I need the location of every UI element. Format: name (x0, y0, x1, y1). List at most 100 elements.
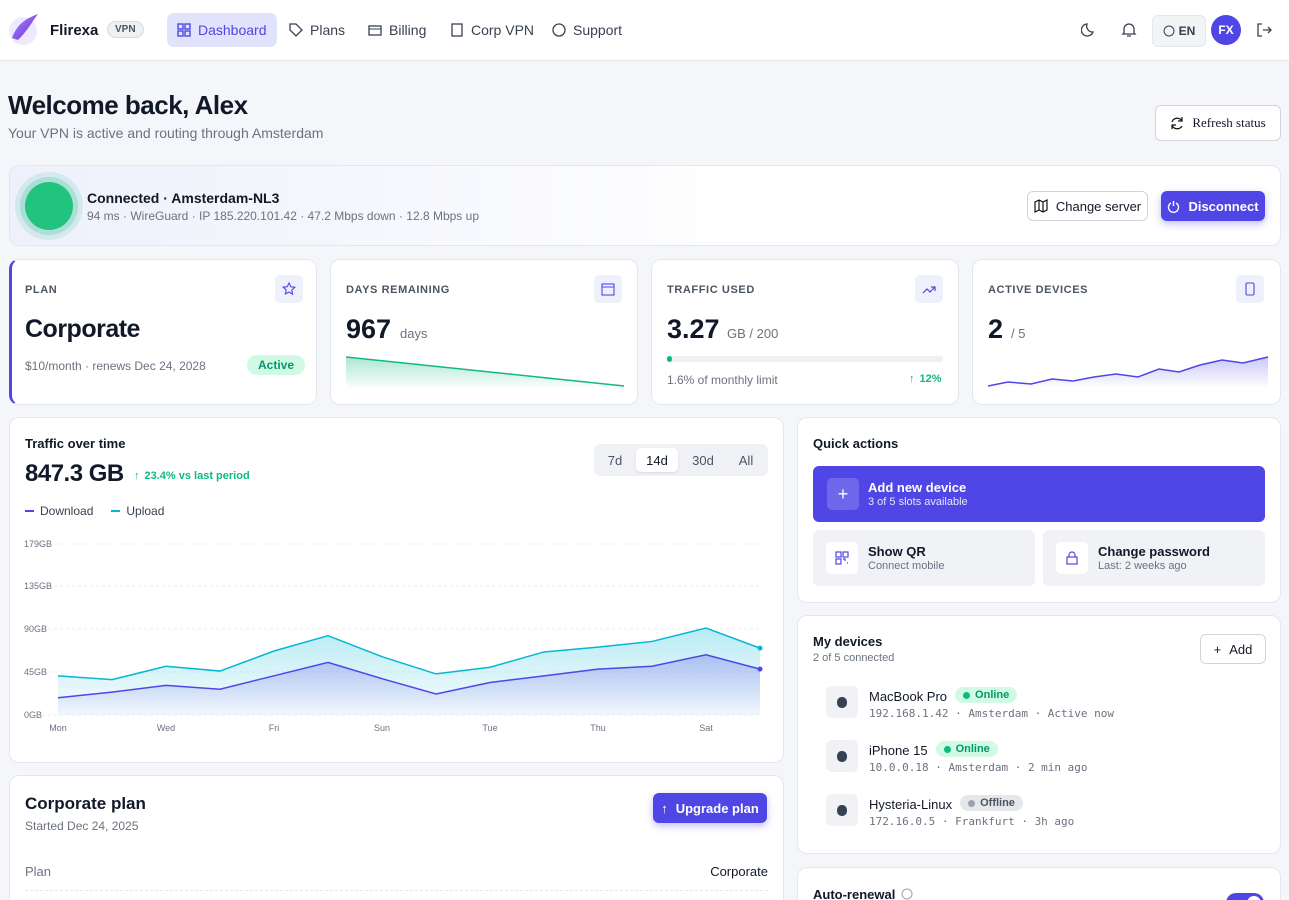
end-point (757, 666, 763, 672)
icon (601, 283, 615, 296)
range-label: 7d (607, 452, 623, 468)
range-option[interactable]: 14d (636, 448, 678, 472)
card-title: Quick actions (813, 436, 899, 451)
nav-label: Support (573, 22, 623, 38)
stat-change: ↑ 12% (909, 373, 942, 385)
x-tick-label: Sun (374, 723, 390, 733)
icon (451, 23, 463, 37)
device-meta: 172.16.0.5 · Frankfurt · 3h ago (869, 815, 1075, 828)
device-icon (826, 686, 858, 718)
icon (826, 542, 858, 574)
y-tick-label: 90GB (24, 624, 47, 634)
sparkline (345, 356, 625, 389)
page-title: Welcome back, Alex (8, 90, 248, 120)
stat-card: TRAFFIC USED 3.27 GB / 200 1.6% of month… (651, 259, 959, 405)
icon (922, 286, 936, 294)
row-label: Plan (25, 864, 52, 879)
language-button[interactable]: EN (1152, 15, 1206, 47)
legend: Download Upload (25, 504, 164, 518)
stat-label: TRAFFIC USED (667, 284, 755, 296)
chart-title: Traffic over time (25, 436, 126, 451)
range-label: 30d (692, 452, 714, 468)
connection-card: Connected · Amsterdam-NL3 94 ms · WireGu… (9, 165, 1281, 246)
stat-note: 1.6% of monthly limit (667, 373, 778, 387)
status-label: Online (975, 689, 1010, 701)
action-title: Show QR (868, 544, 926, 559)
stat-card: PLAN Corporate $10/month · renews Dec 24… (9, 259, 317, 405)
devices-card: My devices 2 of 5 connected + Add MacBook… (797, 615, 1281, 854)
traffic-change: ↑ 23.4% vs last period (134, 470, 250, 482)
toggle[interactable] (1226, 893, 1264, 900)
range-option[interactable]: All (725, 448, 767, 472)
icon (837, 750, 847, 762)
button-label: Refresh status (1192, 115, 1266, 130)
device-name: MacBook Pro (869, 689, 948, 704)
add-device-button[interactable]: + Add (1200, 634, 1266, 664)
icon (282, 282, 296, 296)
change-password-action[interactable]: Change password Last: 2 weeks ago (1043, 530, 1265, 586)
status-pill: Online (935, 741, 998, 757)
range-label: All (738, 452, 754, 468)
x-tick-label: Fri (269, 723, 280, 733)
change-server-button[interactable]: Change server (1027, 191, 1148, 221)
logout[interactable] (1256, 22, 1272, 38)
stat-unit: days (400, 326, 428, 341)
area (58, 654, 760, 715)
y-tick-label: 45GB (24, 667, 47, 677)
status-dot (968, 799, 976, 807)
status-label: Online (955, 743, 990, 755)
range-selector: 7d 14d 30d All (594, 444, 768, 476)
nav-plans[interactable]: Plans (279, 13, 355, 47)
range-option[interactable]: 7d (594, 448, 636, 472)
auto-renewal-card: Auto-renewal (797, 867, 1281, 900)
icon: + (827, 478, 859, 510)
change-value: 12% (919, 373, 942, 385)
nav-dashboard[interactable]: Dashboard (167, 13, 277, 47)
help-icon[interactable] (901, 888, 913, 900)
button-label: Upgrade plan (675, 800, 759, 816)
row-value: Corporate (710, 864, 768, 879)
legend-label: Download (40, 504, 94, 518)
refresh-button[interactable]: Refresh status (1155, 105, 1281, 141)
stat-value: 2 (988, 314, 1004, 344)
icon (835, 551, 849, 565)
nav-label: Plans (310, 22, 346, 38)
nav-billing[interactable]: Billing (358, 13, 436, 47)
theme-toggle[interactable] (1081, 22, 1097, 38)
progress-track (667, 356, 943, 362)
range-option[interactable]: 30d (682, 448, 724, 472)
icon (837, 696, 847, 708)
device-icon (826, 740, 858, 772)
status-pill: Online (955, 687, 1018, 703)
device-name: iPhone 15 (869, 743, 928, 758)
nav-corp-vpn[interactable]: Corp VPN (440, 13, 544, 47)
disconnect-button[interactable]: Disconnect (1161, 191, 1265, 221)
status-orb (15, 172, 83, 240)
page-subtitle: Your VPN is active and routing through A… (8, 125, 324, 141)
stat-value: 3.27 (667, 314, 720, 344)
stat-unit: / 5 (1011, 326, 1026, 341)
avatar[interactable]: FX (1211, 15, 1241, 45)
toggle-knob (1247, 896, 1261, 900)
range-label: 14d (646, 452, 668, 468)
card-sub: 2 of 5 connected (813, 652, 895, 664)
stat-card: ACTIVE DEVICES 2 / 5 (972, 259, 1281, 405)
icon (1066, 551, 1078, 565)
stat-icon (275, 275, 303, 303)
icon (1245, 282, 1255, 296)
stat-label: PLAN (25, 284, 58, 296)
notifications[interactable] (1121, 22, 1137, 38)
traffic-total: 847.3 GB (25, 460, 124, 487)
divider (25, 890, 768, 891)
legend-item: Upload (111, 504, 164, 518)
action-sub: Last: 2 weeks ago (1098, 560, 1187, 572)
upgrade-button[interactable]: ↑ Upgrade plan (653, 793, 767, 823)
nav-support[interactable]: Support (542, 13, 632, 47)
stat-value: 967 (346, 314, 392, 344)
legend-swatch (25, 510, 34, 512)
add-device-action[interactable]: + Add new device 3 of 5 slots available (813, 466, 1265, 522)
plan-title: Corporate plan (25, 794, 146, 813)
status-label: Offline (980, 797, 1015, 809)
show-qr-action[interactable]: Show QR Connect mobile (813, 530, 1035, 586)
action-sub: 3 of 5 slots available (868, 496, 968, 508)
